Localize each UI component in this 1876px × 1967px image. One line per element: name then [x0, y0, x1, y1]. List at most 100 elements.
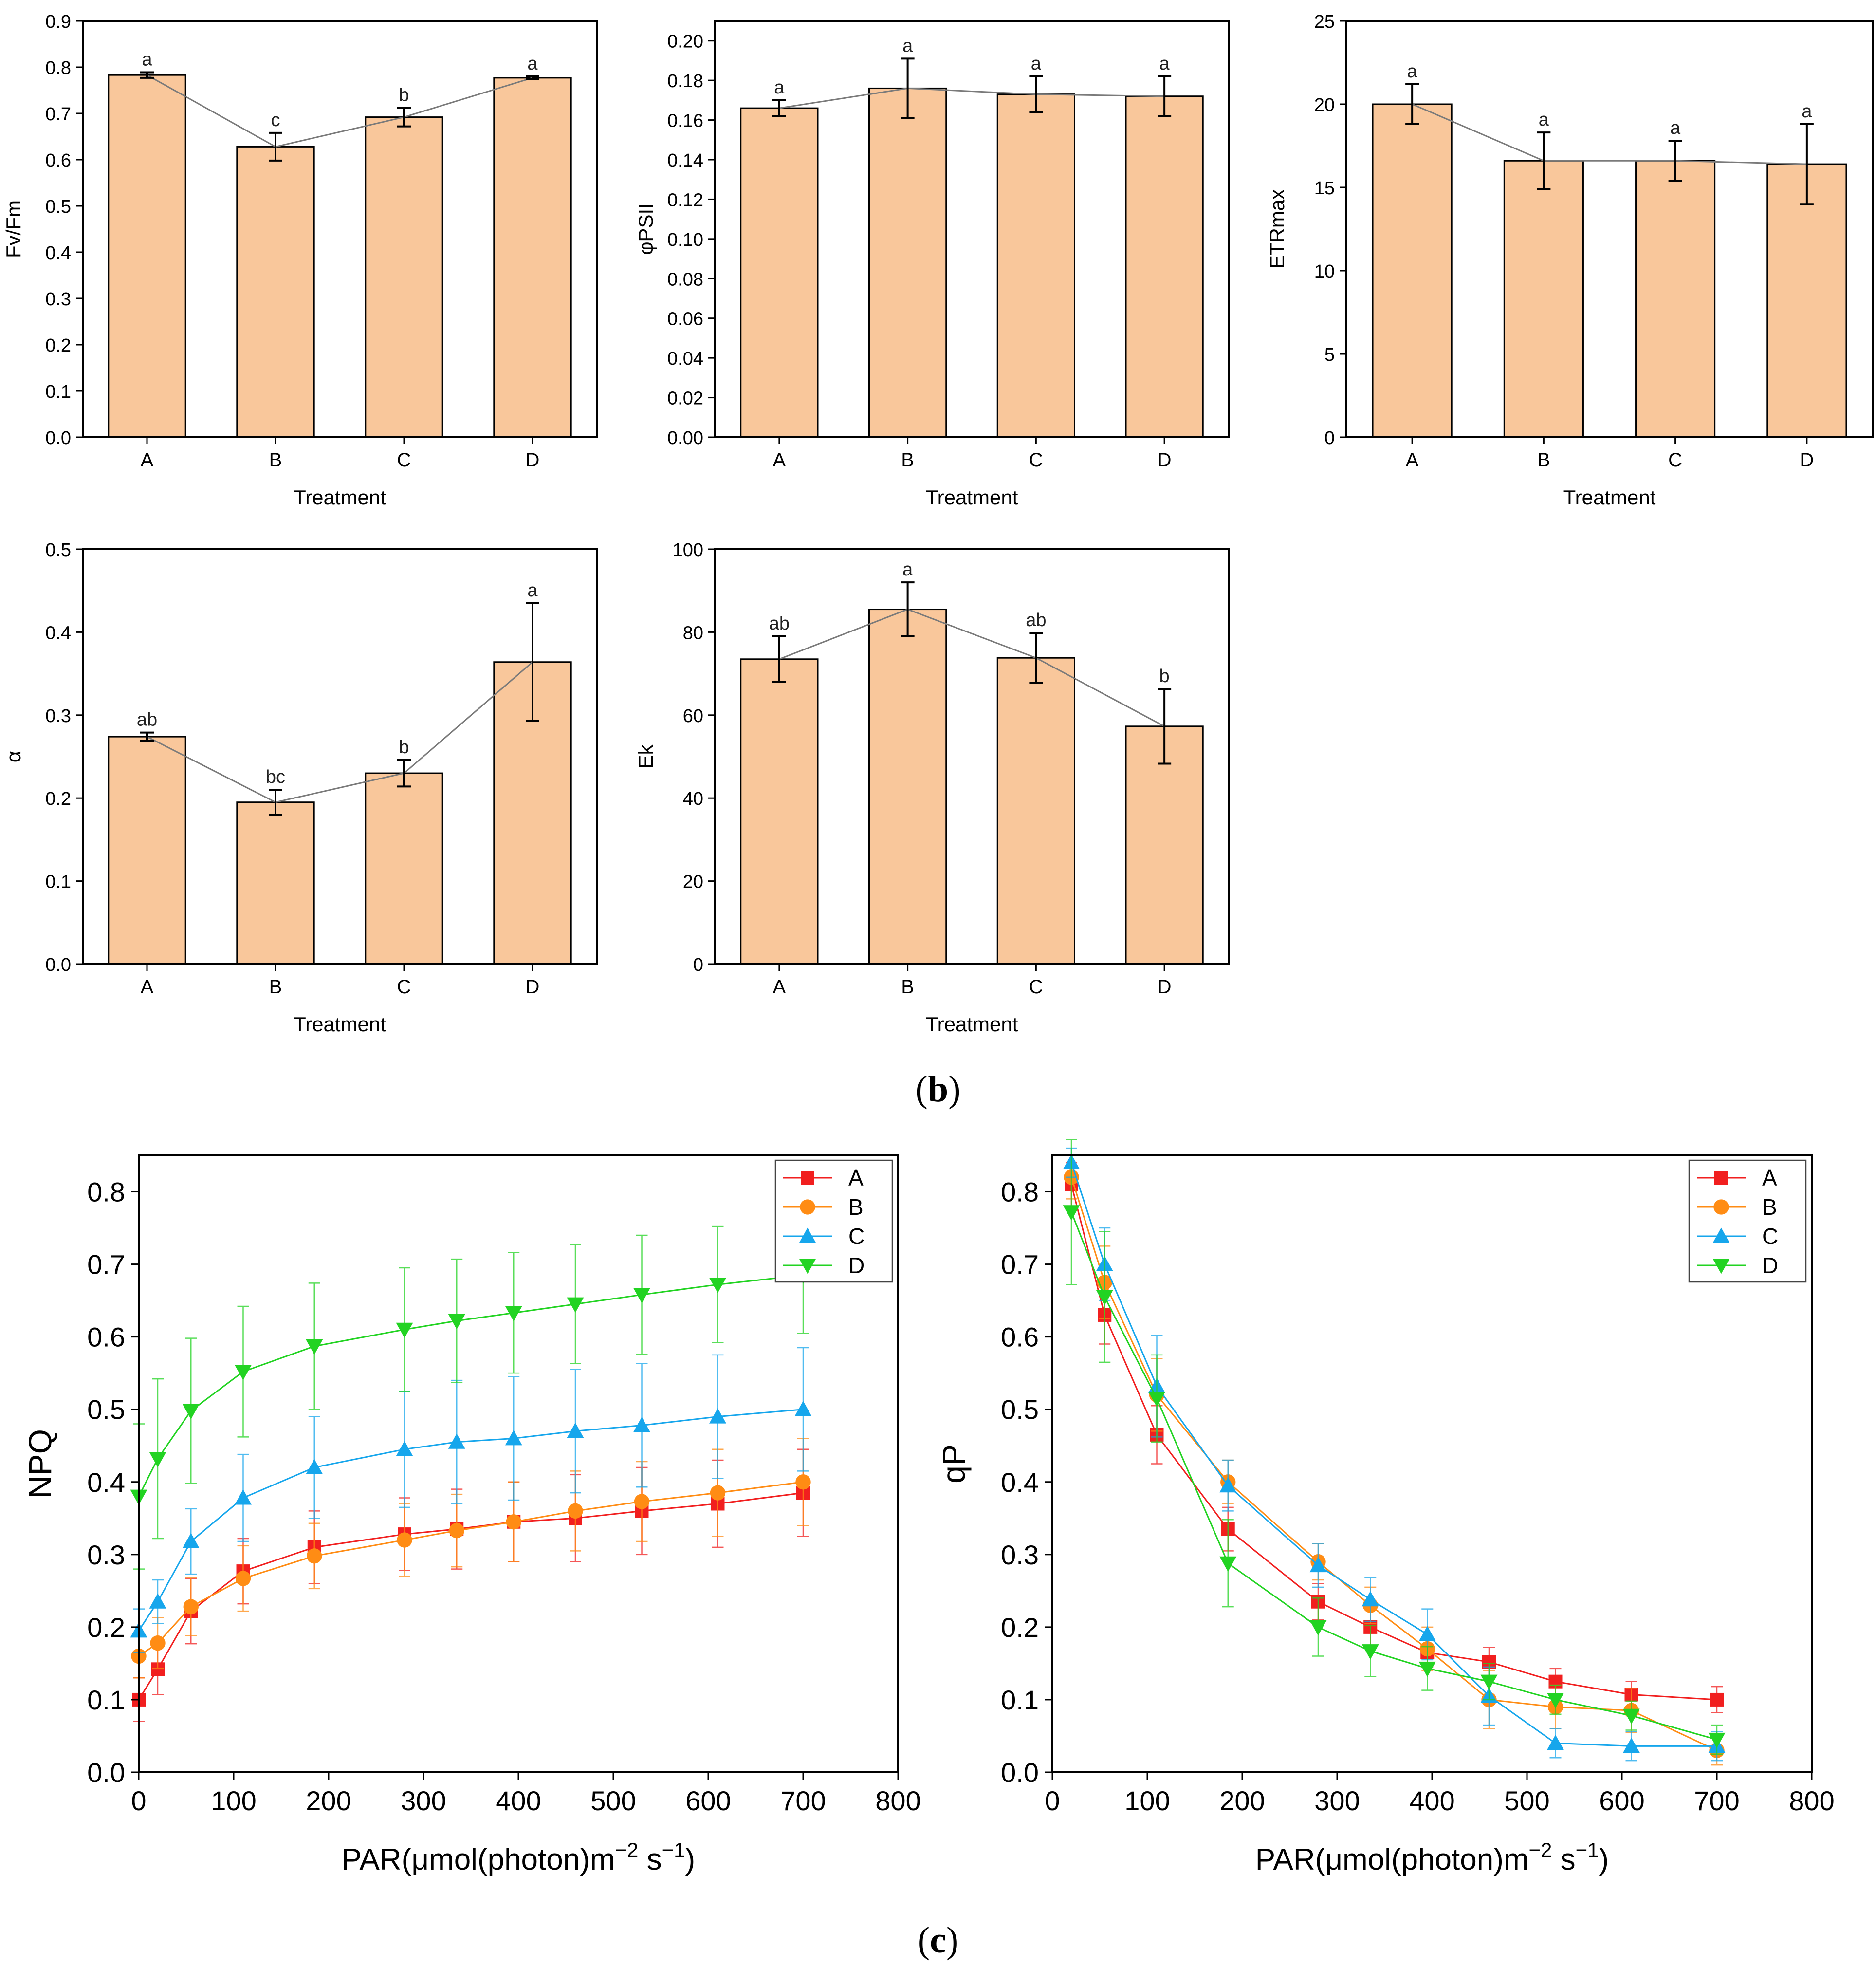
legend-item-D: D	[783, 1253, 864, 1278]
significance-letter-B: c	[271, 110, 280, 130]
error-bar-C	[397, 107, 411, 128]
legend-label: A	[1762, 1165, 1777, 1190]
significance-letter-C: a	[1670, 118, 1681, 138]
data-point-B	[150, 1635, 166, 1651]
y-tick-label: 0.3	[87, 1540, 125, 1570]
data-point-B	[397, 1532, 412, 1548]
plot-frame	[714, 20, 1230, 438]
series-line-A	[138, 1492, 804, 1700]
data-point-C	[182, 1533, 200, 1548]
x-tick-label: 100	[1124, 1785, 1170, 1816]
data-point-C	[1309, 1557, 1327, 1573]
series-C	[130, 1347, 812, 1653]
significance-letter-C: b	[399, 737, 409, 758]
bar-B	[868, 609, 947, 965]
legend-marker	[799, 1227, 816, 1243]
x-tick-label: 300	[401, 1785, 446, 1816]
x-tick-label-A: A	[141, 976, 154, 998]
x-tick-label: 300	[1314, 1785, 1360, 1816]
panel-fvfm: a c b a 0.0 0.1 0.2 0.3 0.4 0.5 0.6 0.7 0.8 0.9 A B C D Tr…	[2, 12, 598, 509]
x-tick-label-C: C	[1029, 449, 1043, 471]
x-tick-label: 600	[685, 1785, 731, 1816]
x-tick-label-B: B	[901, 976, 914, 998]
y-tick-label: 0.8	[1001, 1177, 1039, 1207]
y-axis-label: α	[2, 751, 25, 762]
x-axis-label-part: −1	[662, 1838, 685, 1861]
data-point-D	[1361, 1644, 1379, 1660]
bar-B	[868, 87, 947, 438]
legend-box	[774, 1159, 893, 1283]
data-point-C	[235, 1489, 252, 1505]
panel-alpha: ab bc b a 0.0 0.1 0.2 0.3 0.4 0.5 A B C D Treatment α	[2, 540, 598, 1036]
panel-qp: 0.0 0.1 0.2 0.3 0.4 0.5 0.6 0.7 0.8 0 100 200 300 400…	[936, 1138, 1835, 1876]
x-tick-label-B: B	[269, 976, 282, 998]
error-bar-A	[140, 731, 154, 742]
data-point-B	[568, 1503, 583, 1519]
error-bar-B	[901, 581, 915, 637]
x-tick-label-D: D	[1158, 976, 1172, 998]
x-tick-label: 0	[1045, 1785, 1060, 1816]
error-bar-C	[1029, 75, 1043, 113]
x-tick-label-D: D	[526, 976, 540, 998]
y-tick-label: 0.4	[87, 1467, 125, 1498]
significance-letter-A: ab	[137, 710, 157, 730]
x-axis-label-part: s	[1552, 1843, 1575, 1876]
error-bar-D	[526, 75, 539, 80]
y-tick-label: 0.7	[87, 1249, 125, 1280]
y-axis-label: qP	[936, 1444, 972, 1484]
x-tick-label-C: C	[1029, 976, 1043, 998]
data-point-B	[634, 1494, 650, 1509]
bar-A	[740, 658, 819, 965]
significance-letter-B: a	[902, 559, 913, 580]
series-D	[1063, 1138, 1726, 1755]
data-point-C	[1547, 1734, 1564, 1750]
connector-line	[779, 87, 1165, 109]
figure-label-part: b	[928, 1069, 948, 1110]
error-bar-B	[269, 789, 282, 816]
connector-line	[147, 74, 533, 148]
legend-marker	[800, 1199, 815, 1215]
y-tick-label: 0.14	[667, 150, 703, 171]
connector-line	[779, 608, 1165, 727]
figure-label-part: c	[930, 1920, 946, 1961]
x-tick-label-B: B	[269, 449, 282, 471]
bar-C	[996, 93, 1075, 438]
data-point-C	[505, 1429, 522, 1446]
bar-A	[740, 107, 819, 438]
bar-B	[1503, 160, 1584, 438]
y-tick-label: 0.06	[667, 309, 703, 330]
bar-C	[1635, 160, 1716, 438]
x-tick-label-D: D	[1158, 449, 1172, 471]
error-bar-A	[140, 71, 154, 79]
data-point-C	[448, 1433, 465, 1449]
y-tick-label: 0.4	[45, 243, 71, 263]
error-bar-C	[397, 759, 411, 788]
panel-phipsii: a a a a 0.00 0.02 0.04 0.06 0.08 0.10 0.12 0.14 0.16…	[634, 20, 1230, 509]
y-tick-label: 20	[683, 872, 703, 892]
data-point-D	[1547, 1692, 1564, 1708]
figure-label-part: (	[916, 1069, 928, 1110]
x-tick-label: 400	[496, 1785, 541, 1816]
error-bar-D	[526, 602, 539, 722]
bar-C	[365, 772, 443, 965]
error-bar-A	[772, 635, 786, 683]
legend-marker	[799, 1259, 816, 1274]
y-tick-label: 5	[1324, 345, 1335, 365]
data-point-D	[235, 1365, 252, 1380]
y-tick-label: 0.8	[87, 1177, 125, 1207]
x-axis-label-part: )	[685, 1843, 696, 1876]
y-tick-label: 0.0	[87, 1757, 125, 1788]
data-point-B	[235, 1571, 251, 1586]
y-tick-label: 25	[1314, 12, 1335, 32]
data-point-B	[449, 1522, 464, 1539]
x-axis-label: PAR(μmol(photon)m−2 s−1)	[1255, 1838, 1609, 1876]
data-point-C	[1418, 1626, 1436, 1641]
y-tick-label: 0.8	[45, 58, 71, 78]
significance-letter-D: a	[1159, 54, 1170, 74]
data-point-D	[1148, 1392, 1165, 1407]
y-tick-label: 0.04	[667, 349, 703, 369]
y-tick-label: 60	[683, 706, 703, 726]
data-point-D	[1063, 1205, 1080, 1221]
series-line-D	[138, 1274, 804, 1497]
